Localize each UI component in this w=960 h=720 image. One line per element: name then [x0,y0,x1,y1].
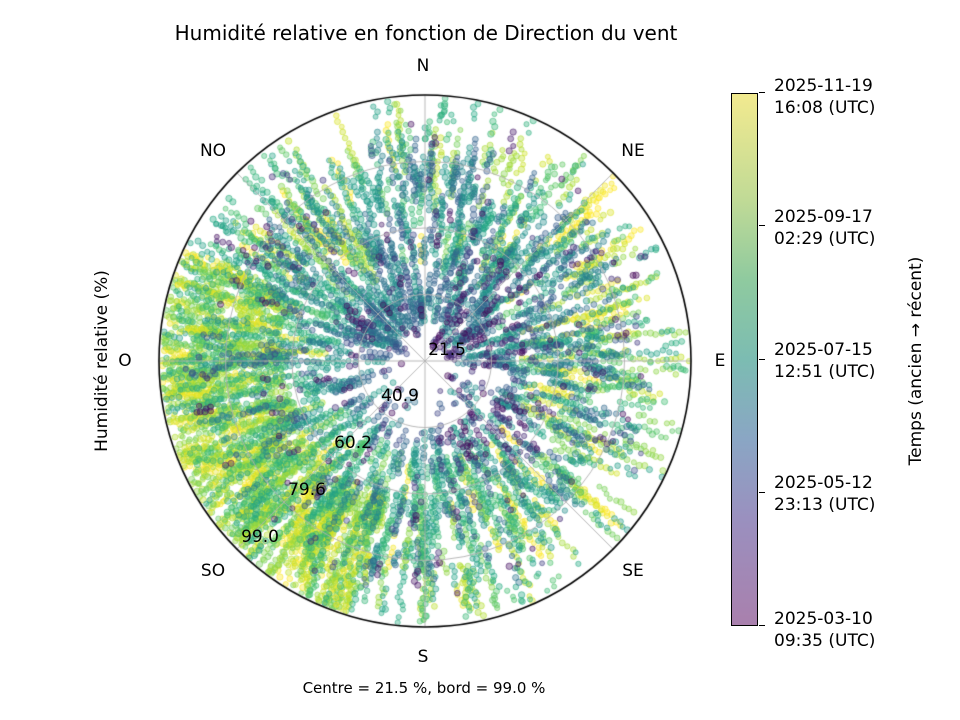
colorbar-tick [759,492,765,494]
colorbar-tick [759,359,765,361]
colorbar-tick-label-date: 2025-03-10 [774,609,873,629]
colorbar-tick-label-date: 2025-07-15 [774,340,873,360]
colorbar-tick-label-0: 2025-11-19 16:08 (UTC) [774,75,934,119]
compass-label-o: O [118,351,132,371]
radial-tick-21-5: 21.5 [428,340,466,360]
chart-title: Humidité relative en fonction de Directi… [174,21,678,45]
colorbar-tick-label-time: 12:51 (UTC) [774,362,876,382]
compass-label-se: SE [622,561,644,581]
colorbar-tick-label-time: 02:29 (UTC) [774,229,876,249]
radial-tick-79-6: 79.6 [288,480,326,500]
colorbar-tick-label-time: 09:35 (UTC) [774,631,876,651]
colorbar-tick-label-time: 16:08 (UTC) [774,98,876,118]
colorbar-axis-label: Temps (ancien → récent) [906,256,926,466]
figure-caption: Centre = 21.5 %, bord = 99.0 % [302,679,546,697]
compass-label-e: E [714,351,726,371]
colorbar-tick [759,625,765,627]
radial-axis-label: Humidité relative (%) [92,270,112,452]
colorbar-tick-label-date: 2025-09-17 [774,207,873,227]
colorbar-tick-label-4: 2025-03-10 09:35 (UTC) [774,608,934,652]
compass-label-n: N [416,56,430,76]
compass-label-no: NO [199,141,227,161]
colorbar-tick-label-time: 23:13 (UTC) [774,495,876,515]
compass-label-s: S [417,647,429,667]
radial-tick-99-0: 99.0 [241,527,279,547]
compass-label-ne: NE [621,141,645,161]
radial-tick-60-2: 60.2 [334,433,372,453]
colorbar-tick-label-date: 2025-05-12 [774,473,873,493]
colorbar-tick [759,92,765,94]
colorbar-tick [759,225,765,227]
colorbar-tick-label-date: 2025-11-19 [774,76,873,96]
colorbar [731,93,758,626]
colorbar-tick-label-3: 2025-05-12 23:13 (UTC) [774,472,934,516]
compass-label-so: SO [200,561,226,581]
colorbar-tick-label-2: 2025-07-15 12:51 (UTC) [774,339,934,383]
colorbar-tick-label-1: 2025-09-17 02:29 (UTC) [774,206,934,250]
radial-tick-40-9: 40.9 [381,386,419,406]
